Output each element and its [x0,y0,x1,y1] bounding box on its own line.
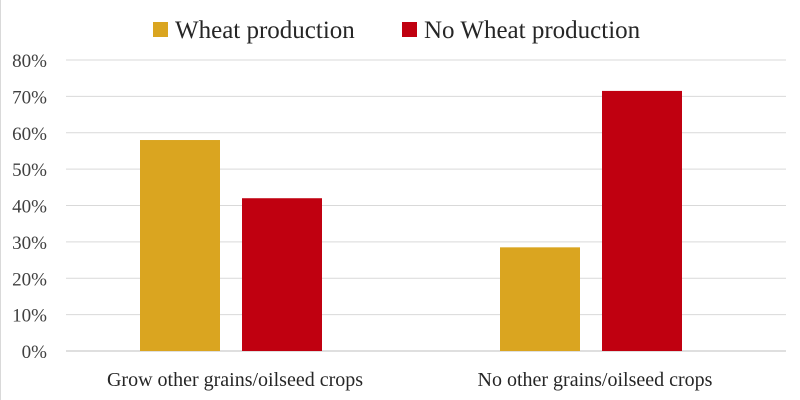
y-tick-label-30: 30% [12,233,47,254]
y-axis-ticks: 0% 10% 20% 30% 40% 50% 60% 70% 80% [12,51,47,363]
bars [140,90,682,351]
legend-swatch-wheat-production [153,22,168,37]
y-tick-label-70: 70% [12,87,47,108]
y-tick-label-20: 20% [12,269,47,290]
y-tick-label-50: 50% [12,160,47,181]
x-category-label-no-other-grains-oilseed-crops: No other grains/oilseed crops [478,369,713,391]
legend-label-no-wheat-production: No Wheat production [424,17,641,44]
y-tick-label-10: 10% [12,306,47,327]
legend-label-wheat-production: Wheat production [175,17,355,44]
bar-wheat-production-grow-other-grains-oilseed-crops [140,140,220,351]
x-axis: Grow other grains/oilseed crops No other … [107,369,713,391]
bar-no-wheat-production-no-other-grains-oilseed-crops [602,90,682,351]
y-tick-label-60: 60% [12,124,47,145]
y-tick-label-0: 0% [22,342,48,363]
y-tick-label-40: 40% [12,197,47,218]
bar-no-wheat-production-grow-other-grains-oilseed-crops [242,198,322,351]
y-tick-label-80: 80% [12,51,47,72]
x-category-label-grow-other-grains-oilseed-crops: Grow other grains/oilseed crops [107,369,363,391]
legend: Wheat production No Wheat production [153,17,641,44]
legend-swatch-no-wheat-production [402,22,417,37]
bar-wheat-production-no-other-grains-oilseed-crops [500,247,580,351]
